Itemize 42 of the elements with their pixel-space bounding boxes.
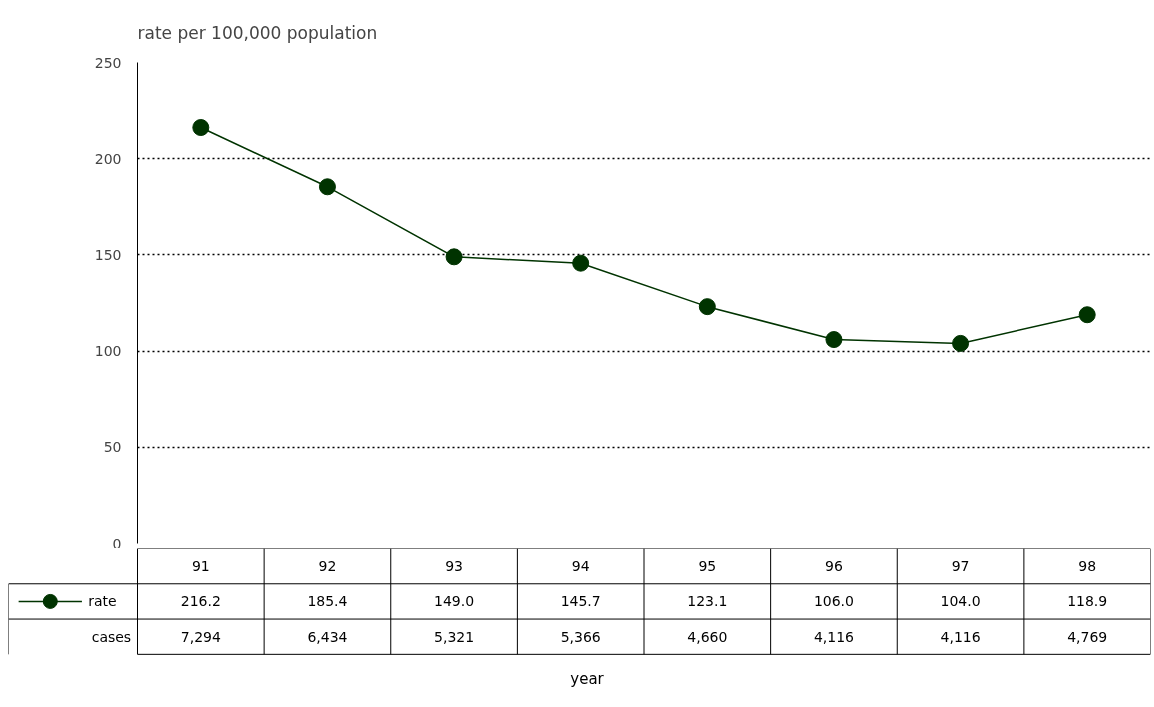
point (445, 248, 463, 266)
data-label: 149.0 (434, 593, 475, 610)
x-tick-label: 93 (445, 558, 463, 575)
data-label: 123.1 (687, 593, 728, 610)
point (572, 254, 590, 272)
data-label: 118.9 (1067, 593, 1108, 610)
text: 4,116 (940, 628, 981, 645)
x-tick-label: 91 (191, 558, 210, 575)
data-label: 216.2 (180, 593, 221, 610)
x-tick-label: 97 (951, 558, 970, 575)
text: 5,366 (560, 628, 601, 645)
y-tick-label: 250 (94, 54, 122, 71)
point (825, 331, 843, 349)
y-tick-label: 200 (94, 150, 122, 167)
text: 6,434 (307, 628, 348, 645)
y-tick-label: 0 (112, 535, 122, 552)
data-label: 106.0 (813, 593, 854, 610)
x-tick-label: 94 (571, 558, 590, 575)
text: year (570, 670, 605, 689)
point (1078, 306, 1096, 324)
legend-label: rate (88, 593, 117, 610)
text: 4,116 (813, 628, 855, 645)
text: 4,660 (687, 628, 728, 645)
data-label: 104.0 (940, 593, 981, 610)
y-tick-label: 50 (103, 439, 122, 456)
y-tick-label: 100 (94, 343, 122, 360)
data-label: 145.7 (560, 593, 601, 610)
chart-title: rate per 100,000 population (137, 22, 378, 43)
text: 5,321 (434, 628, 475, 645)
point (952, 334, 970, 352)
point (698, 298, 716, 316)
x-tick-label: 92 (318, 558, 337, 575)
point (192, 119, 210, 137)
x-tick-label: 95 (698, 558, 717, 575)
text: cases (91, 628, 132, 645)
x-tick-label: 96 (825, 558, 843, 575)
text: 4,769 (1067, 628, 1108, 645)
text: 7,294 (180, 628, 221, 645)
point (318, 178, 336, 196)
data-label: 185.4 (307, 593, 348, 610)
x-tick-label: 98 (1078, 558, 1097, 575)
y-tick-label: 150 (94, 246, 122, 263)
